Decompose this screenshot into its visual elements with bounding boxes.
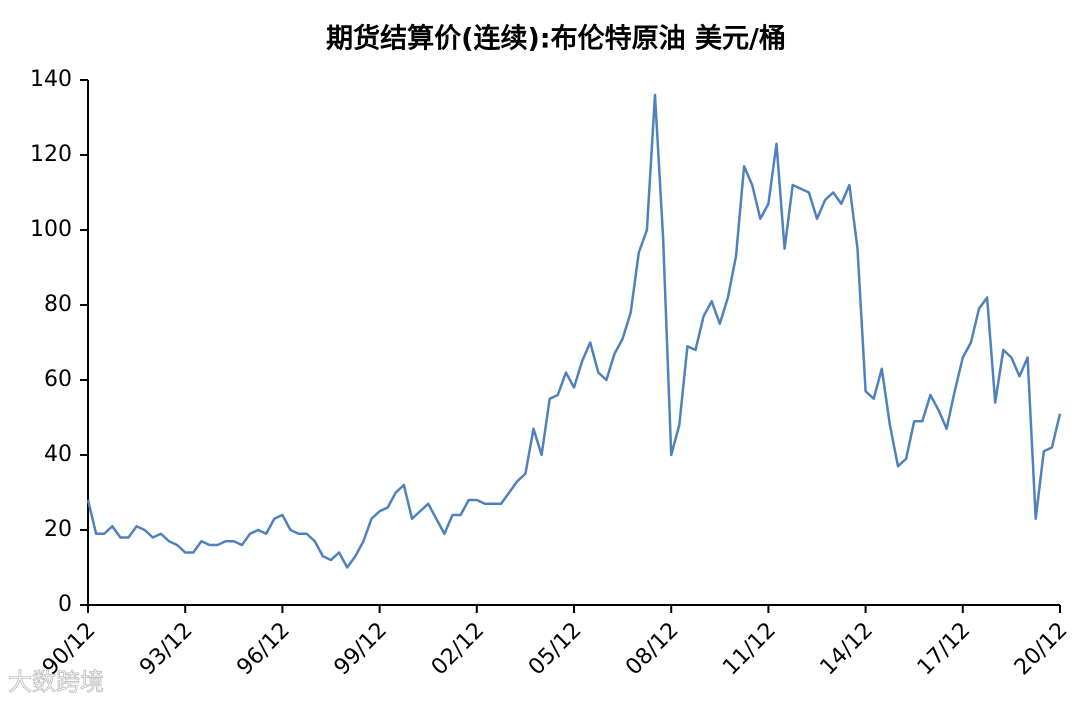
y-tick-label: 60 — [44, 367, 72, 392]
y-tick-label: 0 — [58, 592, 72, 617]
x-tick-label: 14/12 — [816, 618, 879, 681]
x-tick-label: 99/12 — [330, 618, 393, 681]
price-line — [86, 93, 1062, 569]
x-tick-label: 08/12 — [621, 618, 684, 681]
y-tick-label: 80 — [44, 292, 72, 317]
chart-title: 期货结算价(连续):布伦特原油 美元/桶 — [326, 23, 786, 55]
y-tick-label: 120 — [30, 142, 72, 167]
y-tick-label: 20 — [44, 517, 72, 542]
x-tick-label: 93/12 — [135, 618, 198, 681]
y-tick-label: 40 — [44, 442, 72, 467]
y-tick-label: 140 — [30, 67, 72, 92]
x-tick-label: 17/12 — [913, 618, 976, 681]
x-tick-label: 11/12 — [718, 618, 781, 681]
x-tick-label: 20/12 — [1010, 618, 1073, 681]
y-tick-label: 100 — [30, 217, 72, 242]
x-tick-label: 02/12 — [427, 618, 490, 681]
x-tick-label: 05/12 — [524, 618, 587, 681]
x-tick-label: 96/12 — [232, 618, 295, 681]
watermark: 大数跨境 — [8, 668, 104, 696]
